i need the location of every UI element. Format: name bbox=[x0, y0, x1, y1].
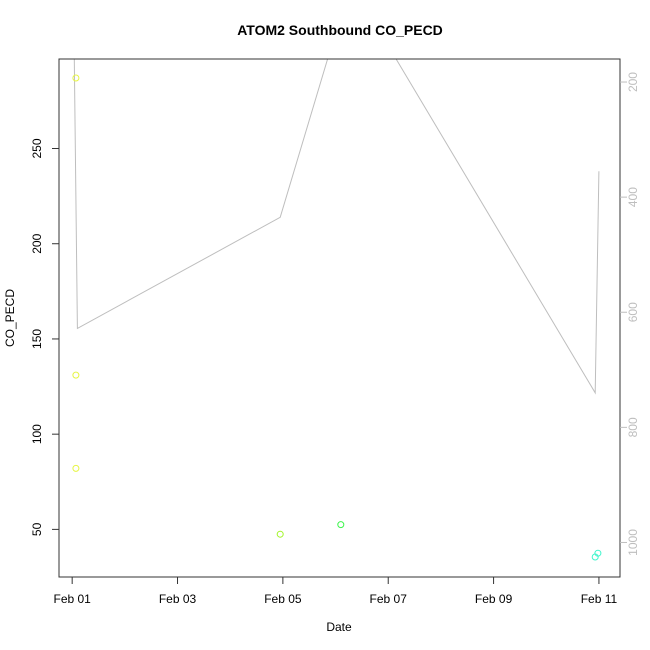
y2-tick-label: 800 bbox=[626, 417, 640, 437]
data-point bbox=[72, 74, 80, 82]
x-tick-label: Feb 09 bbox=[475, 592, 513, 606]
x-tick-label: Feb 11 bbox=[581, 592, 618, 606]
y2-tick-label: 400 bbox=[626, 187, 640, 207]
data-point bbox=[276, 530, 284, 538]
x-tick-label: Feb 03 bbox=[159, 592, 197, 606]
x-axis-label: Date bbox=[326, 620, 352, 634]
data-point bbox=[594, 549, 602, 557]
data-point bbox=[337, 521, 345, 529]
y-tick-label: 50 bbox=[30, 522, 44, 536]
y-axis: 50 100 150 200 250 bbox=[30, 138, 59, 536]
y-tick-label: 200 bbox=[30, 233, 44, 253]
y2-tick-label: 600 bbox=[626, 302, 640, 322]
secondary-series-line bbox=[73, 59, 600, 395]
data-point bbox=[72, 464, 80, 472]
y-tick-label: 250 bbox=[30, 138, 44, 158]
plot-area bbox=[72, 59, 602, 561]
x-tick-label: Feb 07 bbox=[370, 592, 408, 606]
y-axis-label: CO_PECD bbox=[3, 289, 17, 347]
plot-frame bbox=[58, 58, 621, 578]
x-tick-label: Feb 05 bbox=[264, 592, 302, 606]
y-tick-label: 150 bbox=[30, 329, 44, 349]
secondary-y-axis: 200 400 600 800 1000 bbox=[620, 72, 640, 556]
y-tick-label: 100 bbox=[30, 424, 44, 444]
x-axis: Feb 01 Feb 03 Feb 05 Feb 07 Feb 09 Feb 11 bbox=[53, 576, 618, 606]
y2-tick-label: 1000 bbox=[626, 529, 640, 556]
y2-tick-label: 200 bbox=[626, 72, 640, 92]
x-tick-label: Feb 01 bbox=[53, 592, 91, 606]
chart-title: ATOM2 Southbound CO_PECD bbox=[237, 22, 443, 38]
data-point bbox=[72, 371, 80, 379]
